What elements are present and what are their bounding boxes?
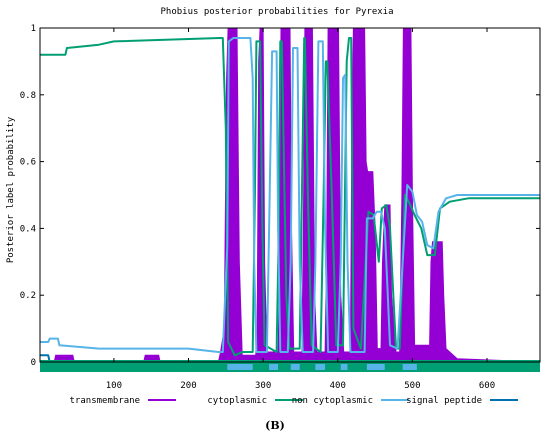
y-tick-label: 1 bbox=[31, 24, 36, 34]
y-tick-label: 0 bbox=[31, 358, 36, 368]
legend-label-signal-peptide: signal peptide bbox=[406, 396, 482, 406]
ticks-layer: 100 200 300 400 500 600 0 0.2 0.4 0.6 0.8 1 bbox=[20, 24, 540, 391]
plot-frame bbox=[39, 27, 541, 363]
legend-label-non-cytoplasmic: non cytoplasmic bbox=[292, 396, 373, 406]
non-cytoplasmic-track-segment bbox=[269, 364, 279, 370]
figure-caption: (B) bbox=[265, 419, 285, 432]
non-cytoplasmic-track-segment bbox=[366, 364, 385, 370]
non-cytoplasmic-track-segment bbox=[315, 364, 326, 370]
y-tick-label: 0.2 bbox=[20, 291, 36, 301]
non-cytoplasmic-track-segment bbox=[290, 364, 300, 370]
y-axis-label: Posterior label probability bbox=[6, 116, 16, 263]
series-layer bbox=[40, 27, 541, 363]
x-tick-label: 200 bbox=[180, 381, 196, 391]
baseline-track bbox=[40, 360, 540, 372]
cytoplasmic-series bbox=[40, 37, 540, 357]
legend: transmembrane cytoplasmic non cytoplasmic s… bbox=[70, 396, 518, 406]
y-tick-label: 0.8 bbox=[20, 91, 36, 101]
non-cytoplasmic-series bbox=[40, 37, 540, 353]
non-cytoplasmic-track-segment bbox=[340, 364, 348, 370]
x-tick-label: 600 bbox=[479, 381, 495, 391]
chart-title: Phobius posterior probabilities for Pyre… bbox=[161, 7, 394, 17]
non-cytoplasmic-track-segment bbox=[227, 364, 253, 370]
x-tick-label: 400 bbox=[330, 381, 346, 391]
x-tick-label: 500 bbox=[404, 381, 420, 391]
legend-label-cytoplasmic: cytoplasmic bbox=[207, 396, 267, 406]
legend-label-transmembrane: transmembrane bbox=[70, 396, 140, 406]
non-cytoplasmic-track-segment bbox=[402, 364, 417, 370]
x-tick-label: 300 bbox=[255, 381, 271, 391]
x-tick-label: 100 bbox=[106, 381, 122, 391]
plot-area: 100 200 300 400 500 600 0 0.2 0.4 0.6 0.8 1 bbox=[20, 24, 541, 391]
y-tick-label: 0.6 bbox=[20, 158, 36, 168]
y-tick-label: 0.4 bbox=[20, 224, 36, 234]
